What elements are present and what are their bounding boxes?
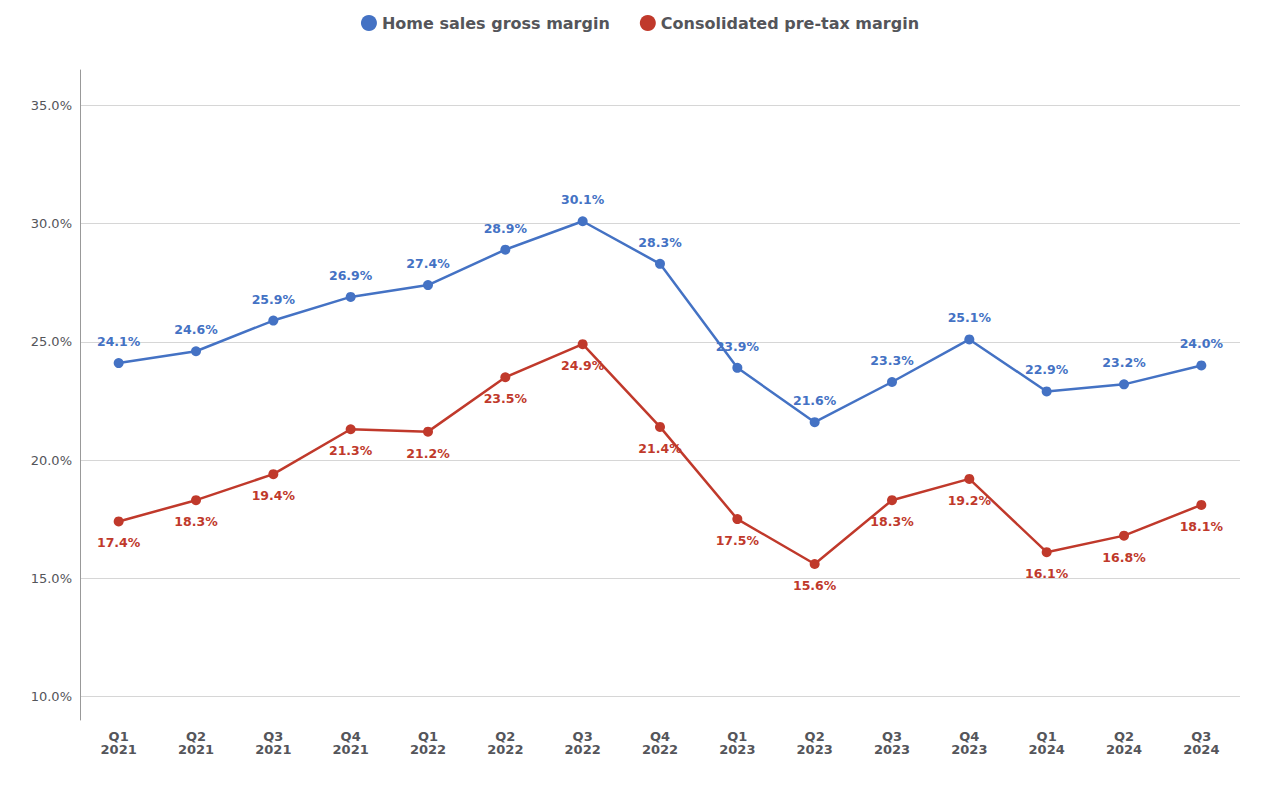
svg-text:2021: 2021 — [255, 742, 291, 757]
svg-text:23.3%: 23.3% — [870, 353, 914, 368]
svg-text:2023: 2023 — [797, 742, 833, 757]
svg-text:21.6%: 21.6% — [793, 393, 837, 408]
svg-text:2023: 2023 — [951, 742, 987, 757]
svg-text:21.2%: 21.2% — [406, 446, 450, 461]
svg-text:Q4: Q4 — [649, 729, 671, 744]
svg-text:2024: 2024 — [1183, 742, 1219, 757]
svg-text:2024: 2024 — [1106, 742, 1142, 757]
svg-text:Q1: Q1 — [1036, 729, 1057, 744]
svg-text:30.0%: 30.0% — [31, 216, 72, 231]
svg-text:Q3: Q3 — [1191, 729, 1212, 744]
svg-text:Home sales gross margin: Home sales gross margin — [382, 14, 610, 33]
svg-text:21.3%: 21.3% — [329, 443, 373, 458]
svg-text:Q1: Q1 — [727, 729, 748, 744]
svg-text:Q3: Q3 — [881, 729, 903, 744]
svg-text:25.1%: 25.1% — [948, 310, 992, 325]
svg-text:2021: 2021 — [101, 742, 137, 757]
svg-text:24.9%: 24.9% — [561, 358, 605, 373]
svg-text:25.0%: 25.0% — [31, 334, 72, 349]
svg-text:35.0%: 35.0% — [31, 98, 72, 113]
svg-text:17.5%: 17.5% — [716, 533, 760, 548]
svg-text:24.0%: 24.0% — [1180, 336, 1224, 351]
svg-text:10.0%: 10.0% — [31, 689, 72, 704]
svg-text:24.6%: 24.6% — [174, 322, 218, 337]
svg-text:Q1: Q1 — [417, 729, 439, 744]
svg-text:Q3: Q3 — [572, 729, 593, 744]
svg-text:Q2: Q2 — [804, 729, 825, 744]
svg-text:20.0%: 20.0% — [31, 453, 72, 468]
svg-text:Q3: Q3 — [263, 729, 284, 744]
svg-text:26.9%: 26.9% — [329, 268, 373, 283]
svg-text:18.3%: 18.3% — [174, 514, 218, 529]
svg-text:Q4: Q4 — [959, 729, 980, 744]
svg-text:23.9%: 23.9% — [716, 339, 760, 354]
svg-text:Q2: Q2 — [185, 729, 207, 744]
svg-text:Q4: Q4 — [340, 729, 361, 744]
svg-text:2023: 2023 — [874, 742, 910, 757]
svg-text:28.9%: 28.9% — [484, 221, 528, 236]
svg-text:16.1%: 16.1% — [1025, 566, 1069, 581]
svg-text:21.4%: 21.4% — [638, 441, 682, 456]
svg-text:2024: 2024 — [1029, 742, 1065, 757]
svg-text:2022: 2022 — [642, 742, 678, 757]
svg-text:16.8%: 16.8% — [1102, 550, 1146, 565]
svg-text:18.1%: 18.1% — [1180, 519, 1224, 534]
svg-text:2021: 2021 — [178, 742, 214, 757]
svg-text:25.9%: 25.9% — [252, 292, 296, 307]
svg-text:2023: 2023 — [719, 742, 755, 757]
svg-text:19.2%: 19.2% — [948, 493, 992, 508]
svg-text:22.9%: 22.9% — [1025, 362, 1069, 377]
svg-text:2021: 2021 — [333, 742, 369, 757]
svg-text:17.4%: 17.4% — [97, 535, 141, 550]
svg-text:2022: 2022 — [410, 742, 446, 757]
svg-text:2022: 2022 — [565, 742, 601, 757]
svg-text:27.4%: 27.4% — [406, 256, 450, 271]
svg-text:23.2%: 23.2% — [1102, 355, 1146, 370]
svg-text:Q1: Q1 — [108, 729, 129, 744]
svg-text:2022: 2022 — [487, 742, 523, 757]
svg-text:24.1%: 24.1% — [97, 334, 141, 349]
svg-text:30.1%: 30.1% — [561, 192, 605, 207]
svg-text:28.3%: 28.3% — [638, 235, 682, 250]
svg-text:15.6%: 15.6% — [793, 578, 837, 593]
svg-text:18.3%: 18.3% — [870, 514, 914, 529]
svg-text:Consolidated pre-tax margin: Consolidated pre-tax margin — [661, 14, 919, 33]
svg-text:15.0%: 15.0% — [31, 571, 72, 586]
svg-text:23.5%: 23.5% — [484, 391, 528, 406]
svg-text:Q2: Q2 — [1113, 729, 1135, 744]
svg-text:Q2: Q2 — [495, 729, 516, 744]
svg-text:19.4%: 19.4% — [252, 488, 296, 503]
